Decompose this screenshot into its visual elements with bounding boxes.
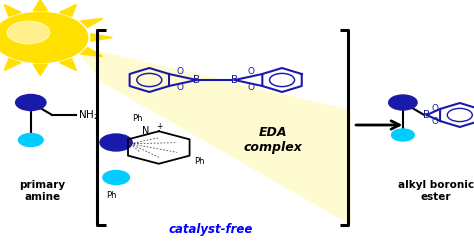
Text: primary
amine: primary amine — [19, 180, 66, 202]
Polygon shape — [4, 4, 21, 16]
Circle shape — [100, 134, 132, 151]
Text: B: B — [423, 110, 430, 120]
Text: O: O — [247, 68, 255, 76]
Circle shape — [389, 95, 417, 110]
Text: O: O — [431, 104, 438, 113]
Text: alkyl boronic
ester: alkyl boronic ester — [398, 180, 474, 202]
Text: O: O — [177, 68, 184, 76]
Polygon shape — [4, 59, 21, 70]
Text: O: O — [247, 84, 255, 92]
Text: Ph: Ph — [194, 157, 204, 166]
Text: +: + — [156, 122, 163, 131]
Text: NH$_2$: NH$_2$ — [78, 108, 100, 122]
Text: EDA
complex: EDA complex — [243, 126, 302, 154]
Polygon shape — [59, 59, 76, 70]
Polygon shape — [91, 34, 112, 41]
Circle shape — [0, 12, 88, 62]
Circle shape — [7, 21, 50, 44]
Polygon shape — [33, 64, 47, 76]
Circle shape — [392, 129, 414, 141]
Text: N: N — [142, 126, 149, 136]
Text: catalyst-free: catalyst-free — [169, 223, 253, 236]
Circle shape — [18, 134, 43, 146]
Text: O: O — [431, 117, 438, 126]
Text: O: O — [177, 84, 184, 92]
Text: Ph: Ph — [106, 190, 117, 200]
Circle shape — [16, 94, 46, 110]
Circle shape — [103, 170, 129, 184]
Text: B: B — [193, 75, 201, 85]
Polygon shape — [81, 48, 103, 56]
Polygon shape — [59, 4, 76, 16]
Text: B: B — [231, 75, 238, 85]
Polygon shape — [81, 18, 103, 28]
Polygon shape — [73, 45, 351, 225]
Polygon shape — [33, 0, 47, 11]
Text: Ph: Ph — [132, 114, 143, 123]
